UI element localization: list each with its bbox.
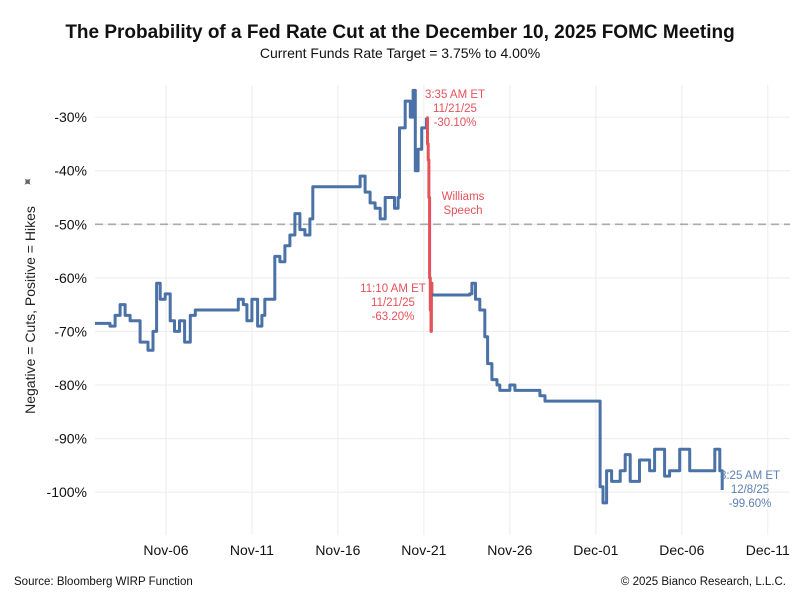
x-tick-label: Nov-16 [315, 542, 360, 558]
y-axis: -30% -40% -50% -60% -70% -80% -90% -100% [47, 109, 87, 500]
annotation-label: 12/8/25 [731, 484, 769, 496]
y-tick-label: -90% [54, 431, 87, 447]
annotation-label: -30.10% [434, 117, 477, 129]
chart-subtitle: Current Funds Rate Target = 3.75% to 4.0… [260, 45, 540, 61]
source-note: Source: Bloomberg WIRP Function [14, 576, 193, 588]
x-tick-label: Dec-01 [573, 542, 618, 558]
annotation-label: Williams [442, 191, 485, 203]
series-lines [95, 88, 724, 505]
pin-icon: ✦ [19, 173, 37, 191]
chart-title: The Probability of a Fed Rate Cut at the… [65, 22, 734, 43]
y-tick-label: -40% [54, 163, 87, 179]
y-tick-label: -60% [54, 270, 87, 286]
x-tick-label: Nov-21 [401, 542, 446, 558]
annotation-label: 3:35 AM ET [425, 89, 485, 101]
annotation-label: 8:25 AM ET [720, 470, 780, 482]
grid [95, 85, 790, 535]
series-line-3 [431, 281, 724, 505]
series-line-2 [426, 116, 434, 333]
series-line-1 [95, 88, 428, 352]
annotation-label: 11/21/25 [371, 297, 415, 309]
copyright-note: © 2025 Bianco Research, L.L.C. [621, 576, 786, 588]
annotation-label: -99.60% [729, 498, 772, 510]
annotation-label: 11:10 AM ET [360, 283, 426, 295]
annotation-label: -63.20% [372, 311, 415, 323]
x-axis: Nov-06 Nov-11 Nov-16 Nov-21 Nov-26 Dec-01 Dec-… [143, 542, 790, 558]
y-tick-label: -30% [54, 109, 87, 125]
x-tick-label: Nov-26 [487, 542, 532, 558]
y-tick-label: -80% [54, 377, 87, 393]
y-tick-label: -70% [54, 323, 87, 339]
x-tick-label: Dec-11 [746, 542, 790, 558]
annotations: 3:35 AM ET 11/21/25 -30.10% Williams Speech 1… [360, 89, 780, 510]
x-tick-label: Nov-11 [230, 542, 274, 558]
x-tick-label: Nov-06 [143, 542, 188, 558]
annotation-label: 11/21/25 [433, 103, 477, 115]
y-tick-label: -50% [54, 216, 87, 232]
y-axis-label: Negative = Cuts, Positive = Hikes [22, 206, 38, 414]
annotation-label: Speech [443, 205, 482, 217]
x-tick-label: Dec-06 [659, 542, 704, 558]
y-tick-label: -100% [47, 484, 87, 500]
